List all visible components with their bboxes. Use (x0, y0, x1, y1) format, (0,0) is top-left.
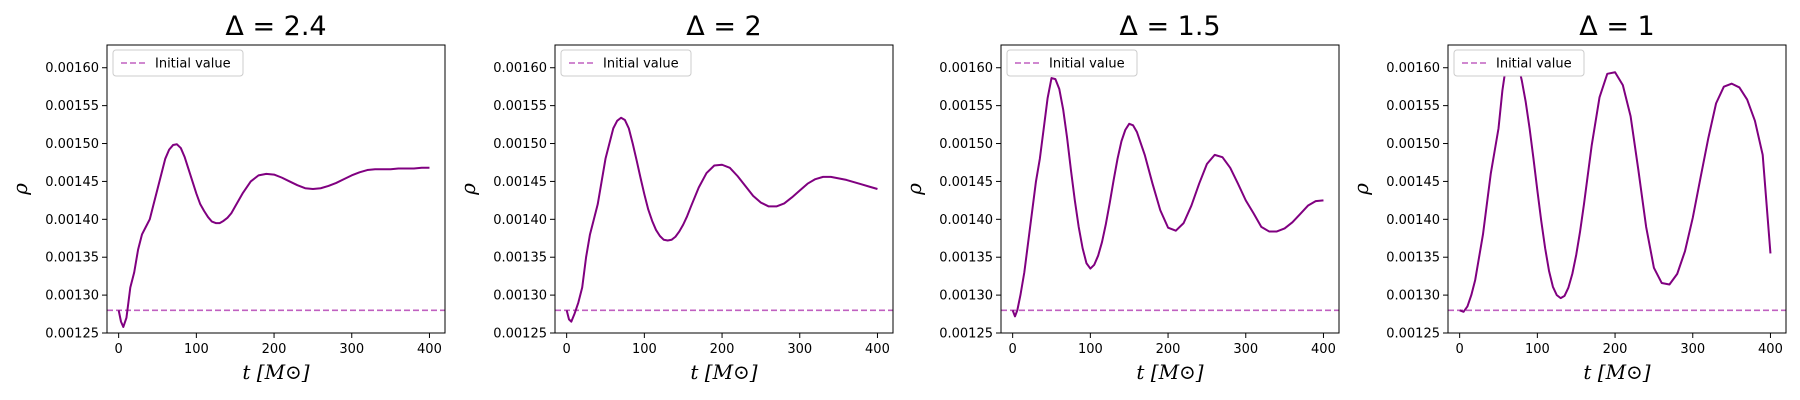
y-axis-label: ρ (456, 183, 480, 196)
chart-title: Δ = 2.4 (225, 11, 326, 42)
y-tick-label: 0.00140 (939, 213, 993, 228)
x-tick-label: 300 (339, 342, 364, 357)
chart-title: Δ = 1 (1579, 11, 1654, 42)
y-tick-label: 0.00135 (493, 251, 547, 266)
density-series-line (117, 143, 430, 328)
legend-label: Initial value (603, 57, 679, 72)
x-tick-label: 200 (710, 342, 735, 357)
y-tick-label: 0.00125 (939, 327, 993, 342)
x-tick-label: 300 (787, 342, 812, 357)
x-axis-label: t [M⊙] (1136, 360, 1203, 384)
y-tick-label: 0.00130 (939, 289, 993, 304)
y-tick-label: 0.00125 (1386, 327, 1440, 342)
y-axis-label: ρ (902, 183, 926, 196)
y-tick-label: 0.00150 (45, 137, 99, 152)
legend-box (560, 49, 692, 77)
x-tick-label: 200 (1603, 342, 1628, 357)
y-tick-label: 0.00140 (45, 213, 99, 228)
legend-box (1453, 49, 1585, 77)
y-axis-label: ρ (8, 183, 32, 196)
x-tick-label: 100 (184, 342, 209, 357)
x-tick-label: 100 (632, 342, 657, 357)
legend-box (112, 49, 244, 77)
legend: Initial value (1453, 49, 1585, 77)
y-tick-label: 0.00125 (493, 327, 547, 342)
x-tick-label: 100 (1078, 342, 1103, 357)
x-tick-label: 400 (417, 342, 442, 357)
axes-frame (1447, 44, 1787, 334)
x-tick-label: 0 (115, 342, 123, 357)
chart-panel-3: 0 100 200 300 400 0.00125 0.00130 0.00135 0.0014… (902, 11, 1340, 384)
x-tick-label: 400 (865, 342, 890, 357)
y-tick-label: 0.00155 (493, 99, 547, 114)
y-tick-label: 0.00145 (45, 175, 99, 190)
axes-frame (554, 44, 894, 334)
y-tick-label: 0.00140 (1386, 213, 1440, 228)
chart-panel-1: 0 100 200 300 400 0.00125 0.00130 0.00135 0.0014… (8, 11, 446, 384)
x-tick-label: 400 (1758, 342, 1783, 357)
chart-title: Δ = 1.5 (1119, 11, 1220, 42)
x-tick-label: 0 (563, 342, 571, 357)
density-series-line (1459, 51, 1772, 313)
legend: Initial value (1006, 49, 1138, 77)
y-tick-label: 0.00130 (45, 289, 99, 304)
y-tick-label: 0.00145 (939, 175, 993, 190)
x-axis-label: t [M⊙] (242, 360, 309, 384)
y-tick-label: 0.00150 (1386, 137, 1440, 152)
y-tick-label: 0.00150 (493, 137, 547, 152)
y-tick-label: 0.00135 (939, 251, 993, 266)
y-tick-label: 0.00135 (1386, 251, 1440, 266)
legend-label: Initial value (155, 57, 231, 72)
x-tick-label: 300 (1233, 342, 1258, 357)
density-series-line (565, 116, 878, 323)
y-tick-label: 0.00160 (493, 61, 547, 76)
y-tick-label: 0.00160 (45, 61, 99, 76)
y-tick-label: 0.00155 (939, 99, 993, 114)
x-tick-label: 0 (1009, 342, 1017, 357)
chart-panel-4: 0 100 200 300 400 0.00125 0.00130 0.00135 0.0014… (1349, 11, 1787, 384)
y-tick-label: 0.00135 (45, 251, 99, 266)
legend-label: Initial value (1049, 57, 1125, 72)
axes-frame (1000, 44, 1340, 334)
y-tick-label: 0.00155 (1386, 99, 1440, 114)
x-tick-label: 100 (1525, 342, 1550, 357)
x-tick-label: 400 (1311, 342, 1336, 357)
y-tick-label: 0.00150 (939, 137, 993, 152)
x-tick-label: 200 (1156, 342, 1181, 357)
y-tick-label: 0.00130 (1386, 289, 1440, 304)
y-tick-label: 0.00140 (493, 213, 547, 228)
y-tick-label: 0.00145 (493, 175, 547, 190)
x-axis-label: t [M⊙] (690, 360, 757, 384)
x-tick-label: 300 (1680, 342, 1705, 357)
x-axis-label: t [M⊙] (1583, 360, 1650, 384)
y-axis-label: ρ (1349, 183, 1373, 196)
legend: Initial value (560, 49, 692, 77)
y-tick-label: 0.00155 (45, 99, 99, 114)
legend: Initial value (112, 49, 244, 77)
chart-panel-2: 0 100 200 300 400 0.00125 0.00130 0.00135 0.0014… (456, 11, 894, 384)
y-tick-label: 0.00130 (493, 289, 547, 304)
legend-label: Initial value (1496, 57, 1572, 72)
x-tick-label: 0 (1456, 342, 1464, 357)
y-tick-label: 0.00145 (1386, 175, 1440, 190)
y-tick-label: 0.00160 (939, 61, 993, 76)
legend-box (1006, 49, 1138, 77)
y-tick-label: 0.00125 (45, 327, 99, 342)
y-tick-label: 0.00160 (1386, 61, 1440, 76)
x-tick-label: 200 (262, 342, 287, 357)
axes-frame (106, 44, 446, 334)
chart-title: Δ = 2 (686, 11, 761, 42)
density-series-line (1011, 77, 1324, 318)
